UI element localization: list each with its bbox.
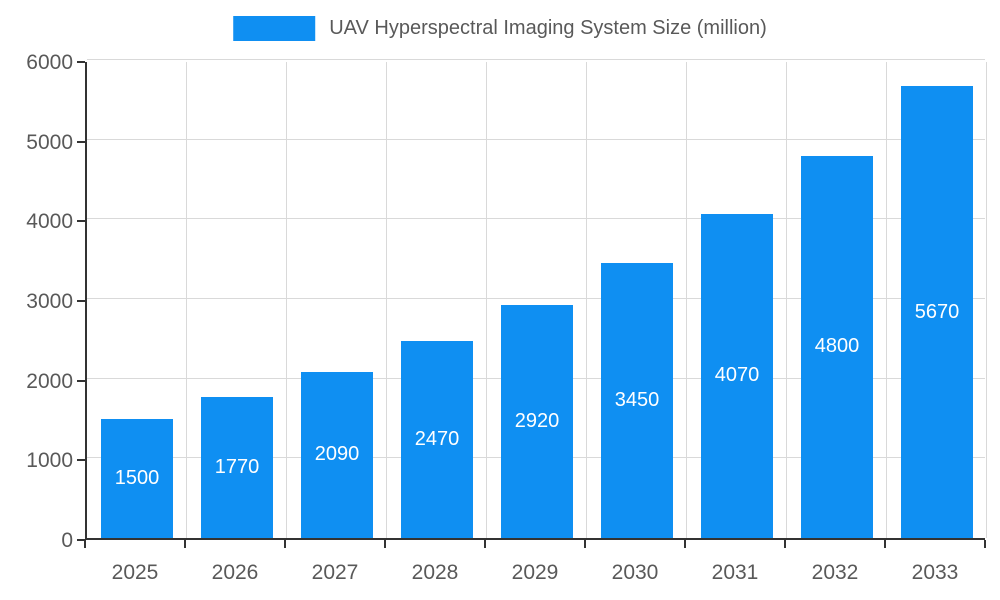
y-axis-tick-mark: [77, 220, 85, 223]
x-axis-tick-mark: [684, 540, 686, 548]
bar-value-label: 2090: [314, 443, 360, 466]
y-axis-tick-label: 0: [61, 529, 73, 552]
x-axis-tick-mark: [484, 540, 486, 548]
gridline-horizontal: [87, 298, 985, 299]
y-axis-tick-label: 2000: [26, 369, 73, 393]
x-axis-tick-label: 2033: [911, 561, 959, 584]
y-axis-tick-mark: [77, 539, 85, 541]
gridline-vertical: [386, 62, 387, 538]
bar: 4070: [701, 213, 773, 538]
y-axis-tick-label: 3000: [26, 290, 73, 313]
y-axis-tick-label: 4000: [26, 210, 73, 234]
bar: 2090: [301, 371, 373, 538]
gridline-horizontal: [87, 59, 985, 60]
bar-value-label: 4070: [714, 364, 760, 387]
y-axis-tick-mark: [77, 61, 85, 63]
y-axis-tick-mark: [77, 300, 85, 302]
gridline-vertical: [286, 62, 287, 538]
x-axis-tick-mark: [584, 540, 586, 548]
bar: 4800: [801, 155, 873, 538]
y-axis-tick-mark: [77, 140, 85, 143]
x-axis-tick-label: 2028: [411, 561, 459, 584]
gridline-horizontal: [87, 218, 985, 220]
gridline-vertical: [986, 62, 987, 538]
bar: 3450: [601, 263, 673, 538]
x-axis-tick-mark: [84, 540, 86, 548]
x-axis-tick-label: 2030: [611, 561, 659, 584]
gridline-vertical: [486, 62, 487, 538]
bar-value-label: 2920: [514, 410, 560, 433]
x-axis-tick-mark: [184, 540, 186, 548]
y-axis-tick-mark: [77, 379, 85, 382]
x-axis-tick-label: 2029: [511, 561, 559, 584]
x-axis-tick-mark: [384, 540, 386, 548]
legend: UAV Hyperspectral Imaging System Size (m…: [233, 16, 767, 41]
gridline-vertical: [586, 62, 587, 538]
x-axis-tick-label: 2031: [711, 561, 759, 584]
bar-value-label: 4800: [814, 335, 860, 358]
bar-value-label: 3450: [614, 389, 660, 412]
gridline-vertical: [886, 62, 887, 538]
bar-value-label: 1770: [214, 456, 260, 478]
legend-label: UAV Hyperspectral Imaging System Size (m…: [329, 17, 767, 39]
bar: 1770: [201, 397, 273, 538]
gridline-horizontal: [87, 138, 985, 140]
y-axis-tick-mark: [77, 459, 85, 462]
x-axis-tick-label: 2025: [111, 561, 159, 584]
bar-value-label: 2470: [414, 428, 460, 451]
gridline-vertical: [786, 62, 787, 538]
x-axis-tick-label: 2032: [811, 561, 859, 584]
bar: 1500: [101, 418, 173, 538]
y-axis-tick-label: 5000: [26, 130, 73, 154]
bar: 2470: [401, 341, 473, 538]
x-axis-tick-mark: [284, 540, 286, 548]
plot-area: 1500 1770 2090 2470 2920 3450 4070 4800 5670: [85, 59, 987, 540]
x-axis-tick-mark: [984, 540, 986, 548]
x-axis-tick-label: 2027: [311, 561, 359, 584]
bar-value-label: 1500: [114, 466, 160, 489]
bar-value-label: 5670: [914, 300, 960, 323]
legend-swatch: [233, 16, 316, 41]
x-axis-tick-mark: [784, 540, 786, 548]
y-axis-tick-label: 6000: [26, 51, 73, 74]
bar: 5670: [901, 86, 973, 538]
gridline-vertical: [686, 62, 687, 538]
x-axis-tick-label: 2026: [211, 561, 259, 584]
gridline-vertical: [186, 62, 187, 538]
x-axis-tick-mark: [884, 540, 886, 548]
bar: 2920: [501, 305, 573, 538]
y-axis-tick-label: 1000: [26, 449, 73, 473]
